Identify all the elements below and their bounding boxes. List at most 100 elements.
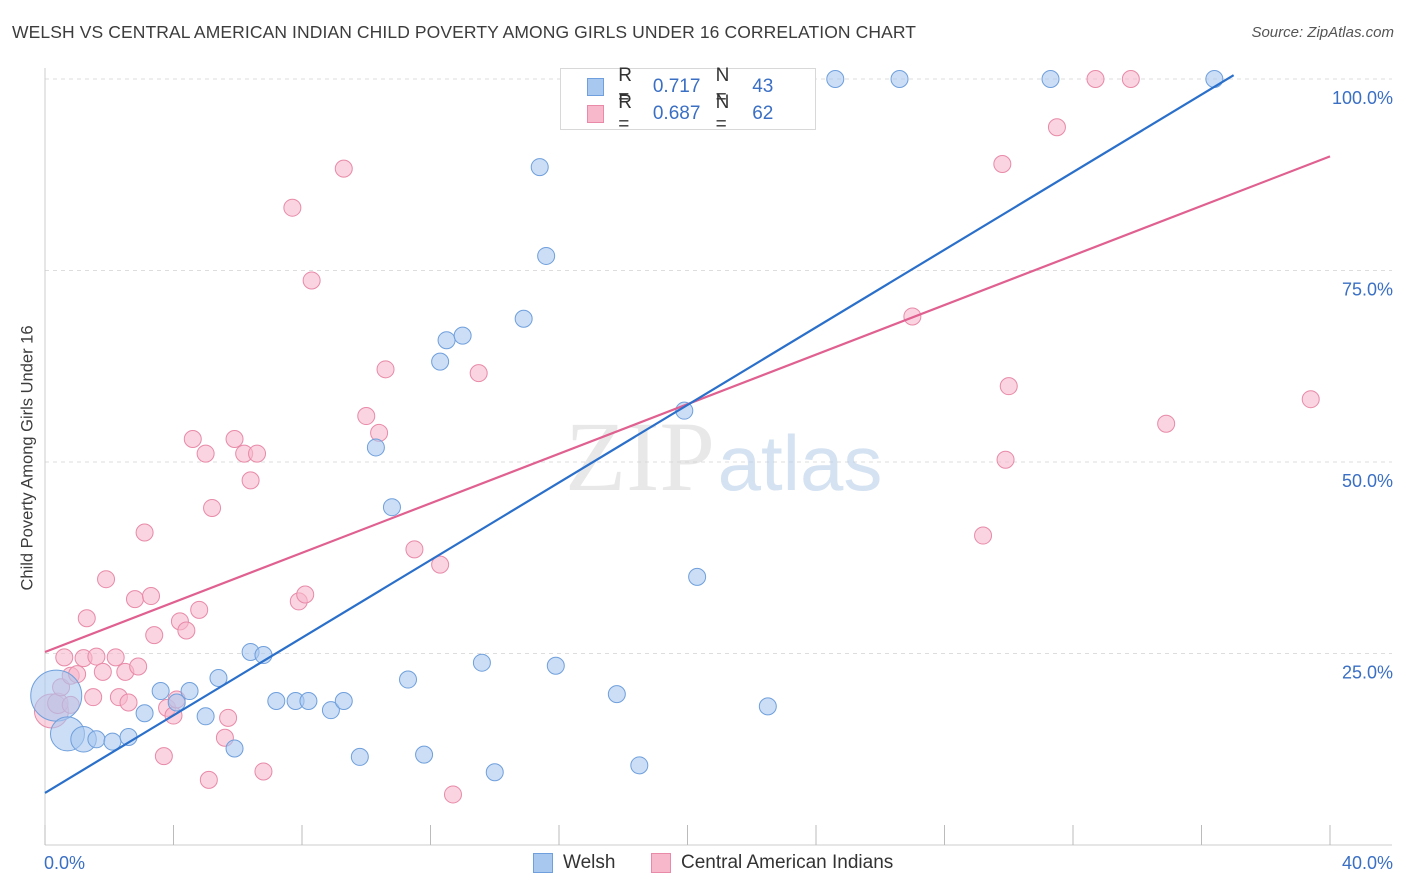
welsh-point bbox=[514, 309, 533, 328]
welsh-point bbox=[453, 326, 472, 345]
welsh-point bbox=[1205, 70, 1224, 88]
y-tick-label: 100.0% bbox=[1332, 88, 1393, 108]
legend-n-label: N = bbox=[715, 92, 730, 135]
cai-point bbox=[370, 423, 389, 442]
cai-point bbox=[106, 648, 125, 667]
welsh-point bbox=[87, 730, 106, 749]
tick-labels: 25.0% 50.0% 75.0% 100.0% 0.0% 40.0% bbox=[44, 88, 1393, 873]
legend-n-label: N = bbox=[715, 65, 730, 108]
cai-point bbox=[241, 471, 260, 490]
legend-swatch-welsh bbox=[533, 853, 553, 873]
welsh-point bbox=[151, 682, 170, 701]
welsh-point bbox=[485, 763, 504, 782]
welsh-point bbox=[334, 691, 353, 710]
x-tick-label: 40.0% bbox=[1342, 853, 1393, 873]
cai-point bbox=[999, 377, 1018, 396]
cai-point bbox=[196, 444, 215, 463]
welsh-point bbox=[546, 656, 565, 675]
welsh-point bbox=[30, 669, 83, 722]
chart-title: WELSH VS CENTRAL AMERICAN INDIAN CHILD P… bbox=[12, 22, 917, 42]
legend-swatch-cai bbox=[587, 105, 605, 123]
watermark-atlas: atlas bbox=[718, 419, 883, 507]
cai-point bbox=[199, 770, 218, 789]
legend-item-welsh[interactable]: Welsh bbox=[533, 852, 615, 874]
legend-label-cai: Central American Indians bbox=[681, 852, 894, 873]
welsh-point bbox=[350, 747, 369, 766]
y-tick-label: 25.0% bbox=[1342, 663, 1393, 683]
welsh-point bbox=[267, 691, 286, 710]
cai-point bbox=[125, 590, 144, 609]
watermark: ZIP atlas bbox=[565, 401, 882, 512]
welsh-point bbox=[366, 438, 385, 457]
welsh-point bbox=[437, 331, 456, 350]
x-tick-label: 0.0% bbox=[44, 853, 85, 873]
legend-r-value: 0.687 bbox=[652, 103, 701, 124]
legend-n-value: 43 bbox=[752, 76, 774, 97]
y-tick-label: 75.0% bbox=[1342, 280, 1393, 300]
legend-r-label: R = bbox=[618, 65, 632, 108]
cai-point bbox=[993, 155, 1012, 174]
cai-point bbox=[177, 621, 196, 640]
welsh-point bbox=[382, 498, 401, 517]
cai-point bbox=[443, 785, 462, 804]
legend-n-value: 62 bbox=[752, 103, 774, 124]
welsh-point bbox=[688, 567, 707, 586]
trend-lines bbox=[44, 74, 1331, 794]
legend-r-value: 0.717 bbox=[652, 76, 701, 97]
cai-point bbox=[84, 688, 103, 707]
cai-point bbox=[77, 609, 96, 628]
cai-point bbox=[1086, 70, 1105, 88]
legend-row-welsh: R = 0.717 N = 43 bbox=[587, 65, 815, 108]
cai-point bbox=[219, 708, 238, 727]
welsh-point bbox=[180, 682, 199, 701]
cai-point bbox=[135, 523, 154, 542]
welsh-point bbox=[530, 158, 549, 177]
cai-point bbox=[254, 762, 273, 781]
cai-point bbox=[129, 657, 148, 676]
legend-swatch-welsh bbox=[587, 78, 605, 96]
stats-legend: R = 0.717 N = 43 R = 0.687 N = 62 bbox=[560, 65, 816, 135]
series-welsh bbox=[30, 70, 1224, 782]
cai-point bbox=[119, 693, 138, 712]
welsh-point bbox=[399, 670, 418, 689]
legend-item-cai[interactable]: Central American Indians bbox=[651, 852, 893, 874]
cai-point bbox=[154, 747, 173, 766]
cai-point bbox=[1121, 70, 1140, 88]
cai-point bbox=[1301, 390, 1320, 409]
cai-point bbox=[302, 271, 321, 290]
cai-point bbox=[225, 430, 244, 449]
cai-point bbox=[93, 662, 112, 681]
welsh-point bbox=[472, 653, 491, 672]
cai-point bbox=[357, 407, 376, 426]
cai-point bbox=[296, 585, 315, 604]
cai-point bbox=[431, 555, 450, 574]
grid-layer bbox=[45, 78, 1392, 654]
welsh-point bbox=[225, 739, 244, 758]
cai-point bbox=[183, 430, 202, 449]
welsh-point bbox=[607, 685, 626, 704]
cai-point bbox=[469, 364, 488, 383]
welsh-point bbox=[209, 669, 228, 688]
source-label: Source: ZipAtlas.com bbox=[1251, 24, 1394, 41]
cai-point bbox=[55, 648, 74, 667]
welsh-point bbox=[758, 697, 777, 716]
welsh-point bbox=[299, 691, 318, 710]
legend-label-welsh: Welsh bbox=[563, 852, 616, 873]
legend-row-cai: R = 0.687 N = 62 bbox=[587, 92, 815, 135]
cai-point bbox=[145, 626, 164, 645]
watermark-zip: ZIP bbox=[565, 401, 715, 512]
welsh-point bbox=[537, 246, 556, 265]
welsh-point bbox=[415, 745, 434, 764]
welsh-point bbox=[196, 707, 215, 726]
cai-point bbox=[97, 570, 116, 589]
welsh-point bbox=[1041, 70, 1060, 88]
axis-layer bbox=[44, 68, 1392, 846]
cai-point bbox=[376, 360, 395, 379]
welsh-point bbox=[167, 693, 186, 712]
cai-point bbox=[1047, 118, 1066, 137]
welsh-point bbox=[321, 701, 340, 720]
series-legend: Welsh Central American Indians bbox=[0, 852, 1406, 876]
cai-point bbox=[974, 526, 993, 545]
cai-point bbox=[142, 587, 161, 606]
